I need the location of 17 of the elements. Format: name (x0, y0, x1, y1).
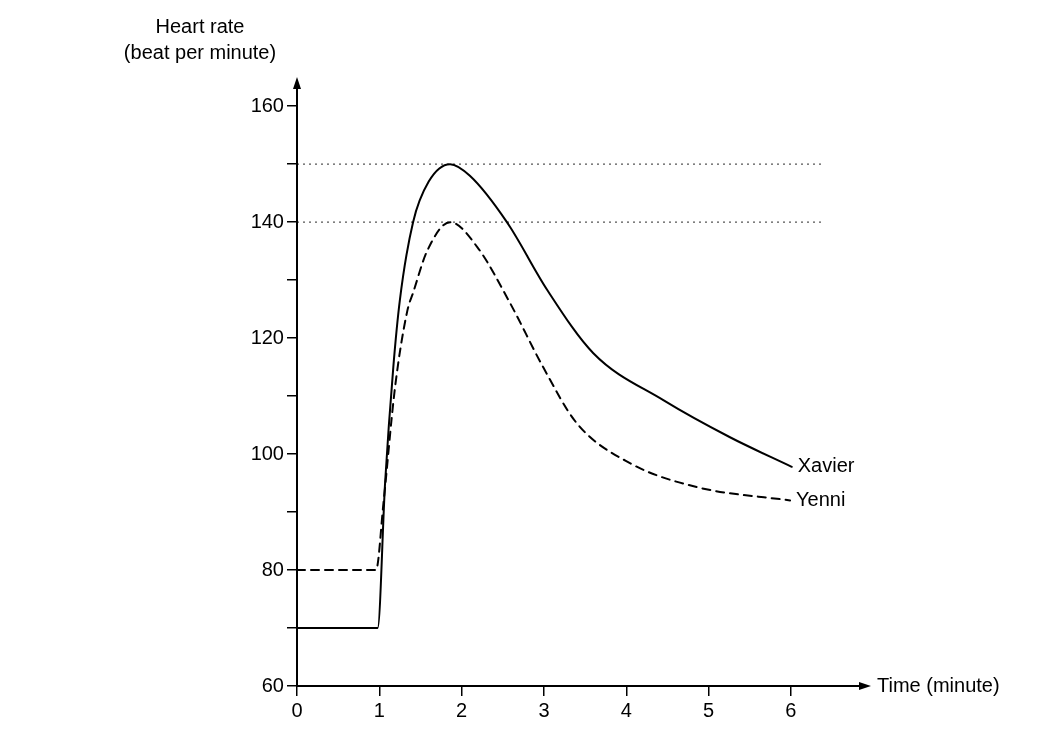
x-tick-label: 1 (373, 698, 385, 721)
y-tick-label: 60 (261, 673, 284, 696)
y-tick-label: 120 (250, 325, 284, 348)
x-tick-label: 3 (538, 698, 550, 721)
x-axis-title: Time (minute) (877, 673, 1000, 696)
x-tick-label: 4 (620, 698, 632, 721)
y-tick-label: 160 (250, 93, 284, 116)
series-label: Xavier (797, 454, 855, 477)
x-tick-label: 2 (456, 698, 468, 721)
x-tick-label: 5 (703, 698, 715, 721)
y-tick-label: 100 (250, 441, 284, 464)
y-tick-label: 140 (250, 209, 284, 232)
x-tick-label: 0 (291, 698, 303, 721)
y-axis-title: Heart rate (beat per minute) (123, 14, 277, 63)
x-tick-label: 6 (785, 698, 797, 721)
y-tick-label: 80 (261, 557, 284, 580)
series-label: Yenni (796, 487, 846, 510)
